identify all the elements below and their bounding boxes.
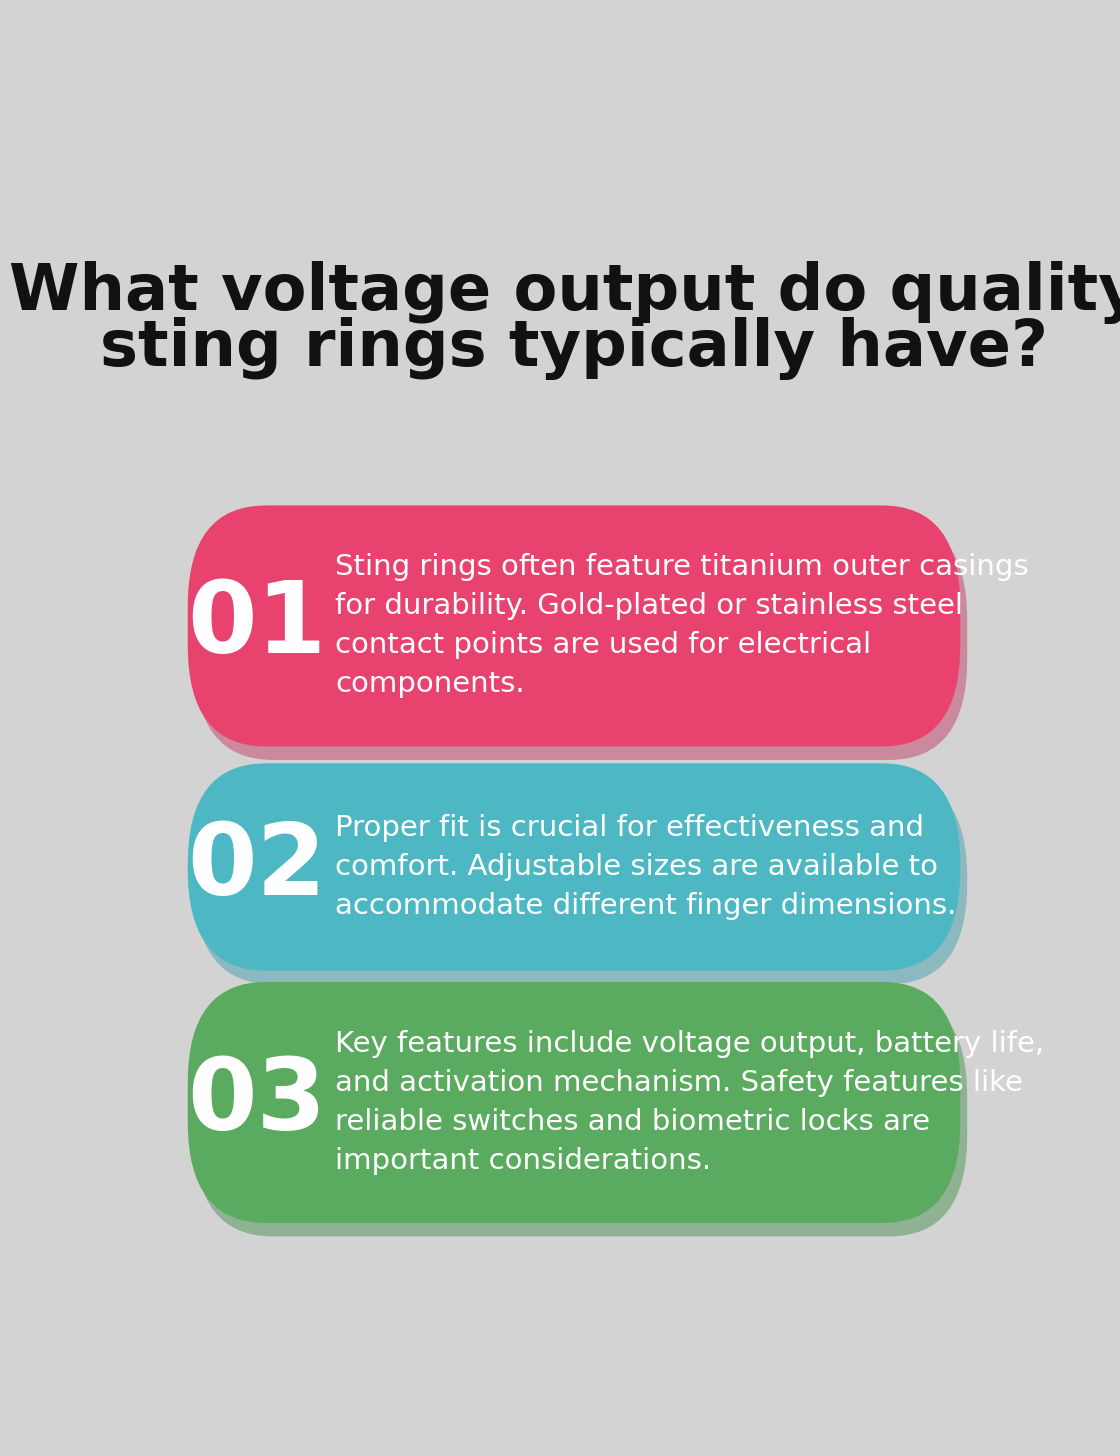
FancyBboxPatch shape [188,763,960,971]
Text: 01: 01 [188,578,327,674]
Text: Key features include voltage output, battery life,
and activation mechanism. Saf: Key features include voltage output, bat… [335,1029,1045,1175]
FancyBboxPatch shape [195,996,968,1236]
FancyBboxPatch shape [188,505,960,747]
Text: 02: 02 [188,818,327,916]
FancyBboxPatch shape [195,518,968,760]
Text: Sting rings often feature titanium outer casings
for durability. Gold-plated or : Sting rings often feature titanium outer… [335,553,1029,699]
Text: 03: 03 [188,1054,327,1150]
FancyBboxPatch shape [188,981,960,1223]
Text: What voltage output do quality: What voltage output do quality [9,261,1120,323]
Text: sting rings typically have?: sting rings typically have? [100,317,1048,380]
FancyBboxPatch shape [195,776,968,984]
Text: Proper fit is crucial for effectiveness and
comfort. Adjustable sizes are availa: Proper fit is crucial for effectiveness … [335,814,956,920]
